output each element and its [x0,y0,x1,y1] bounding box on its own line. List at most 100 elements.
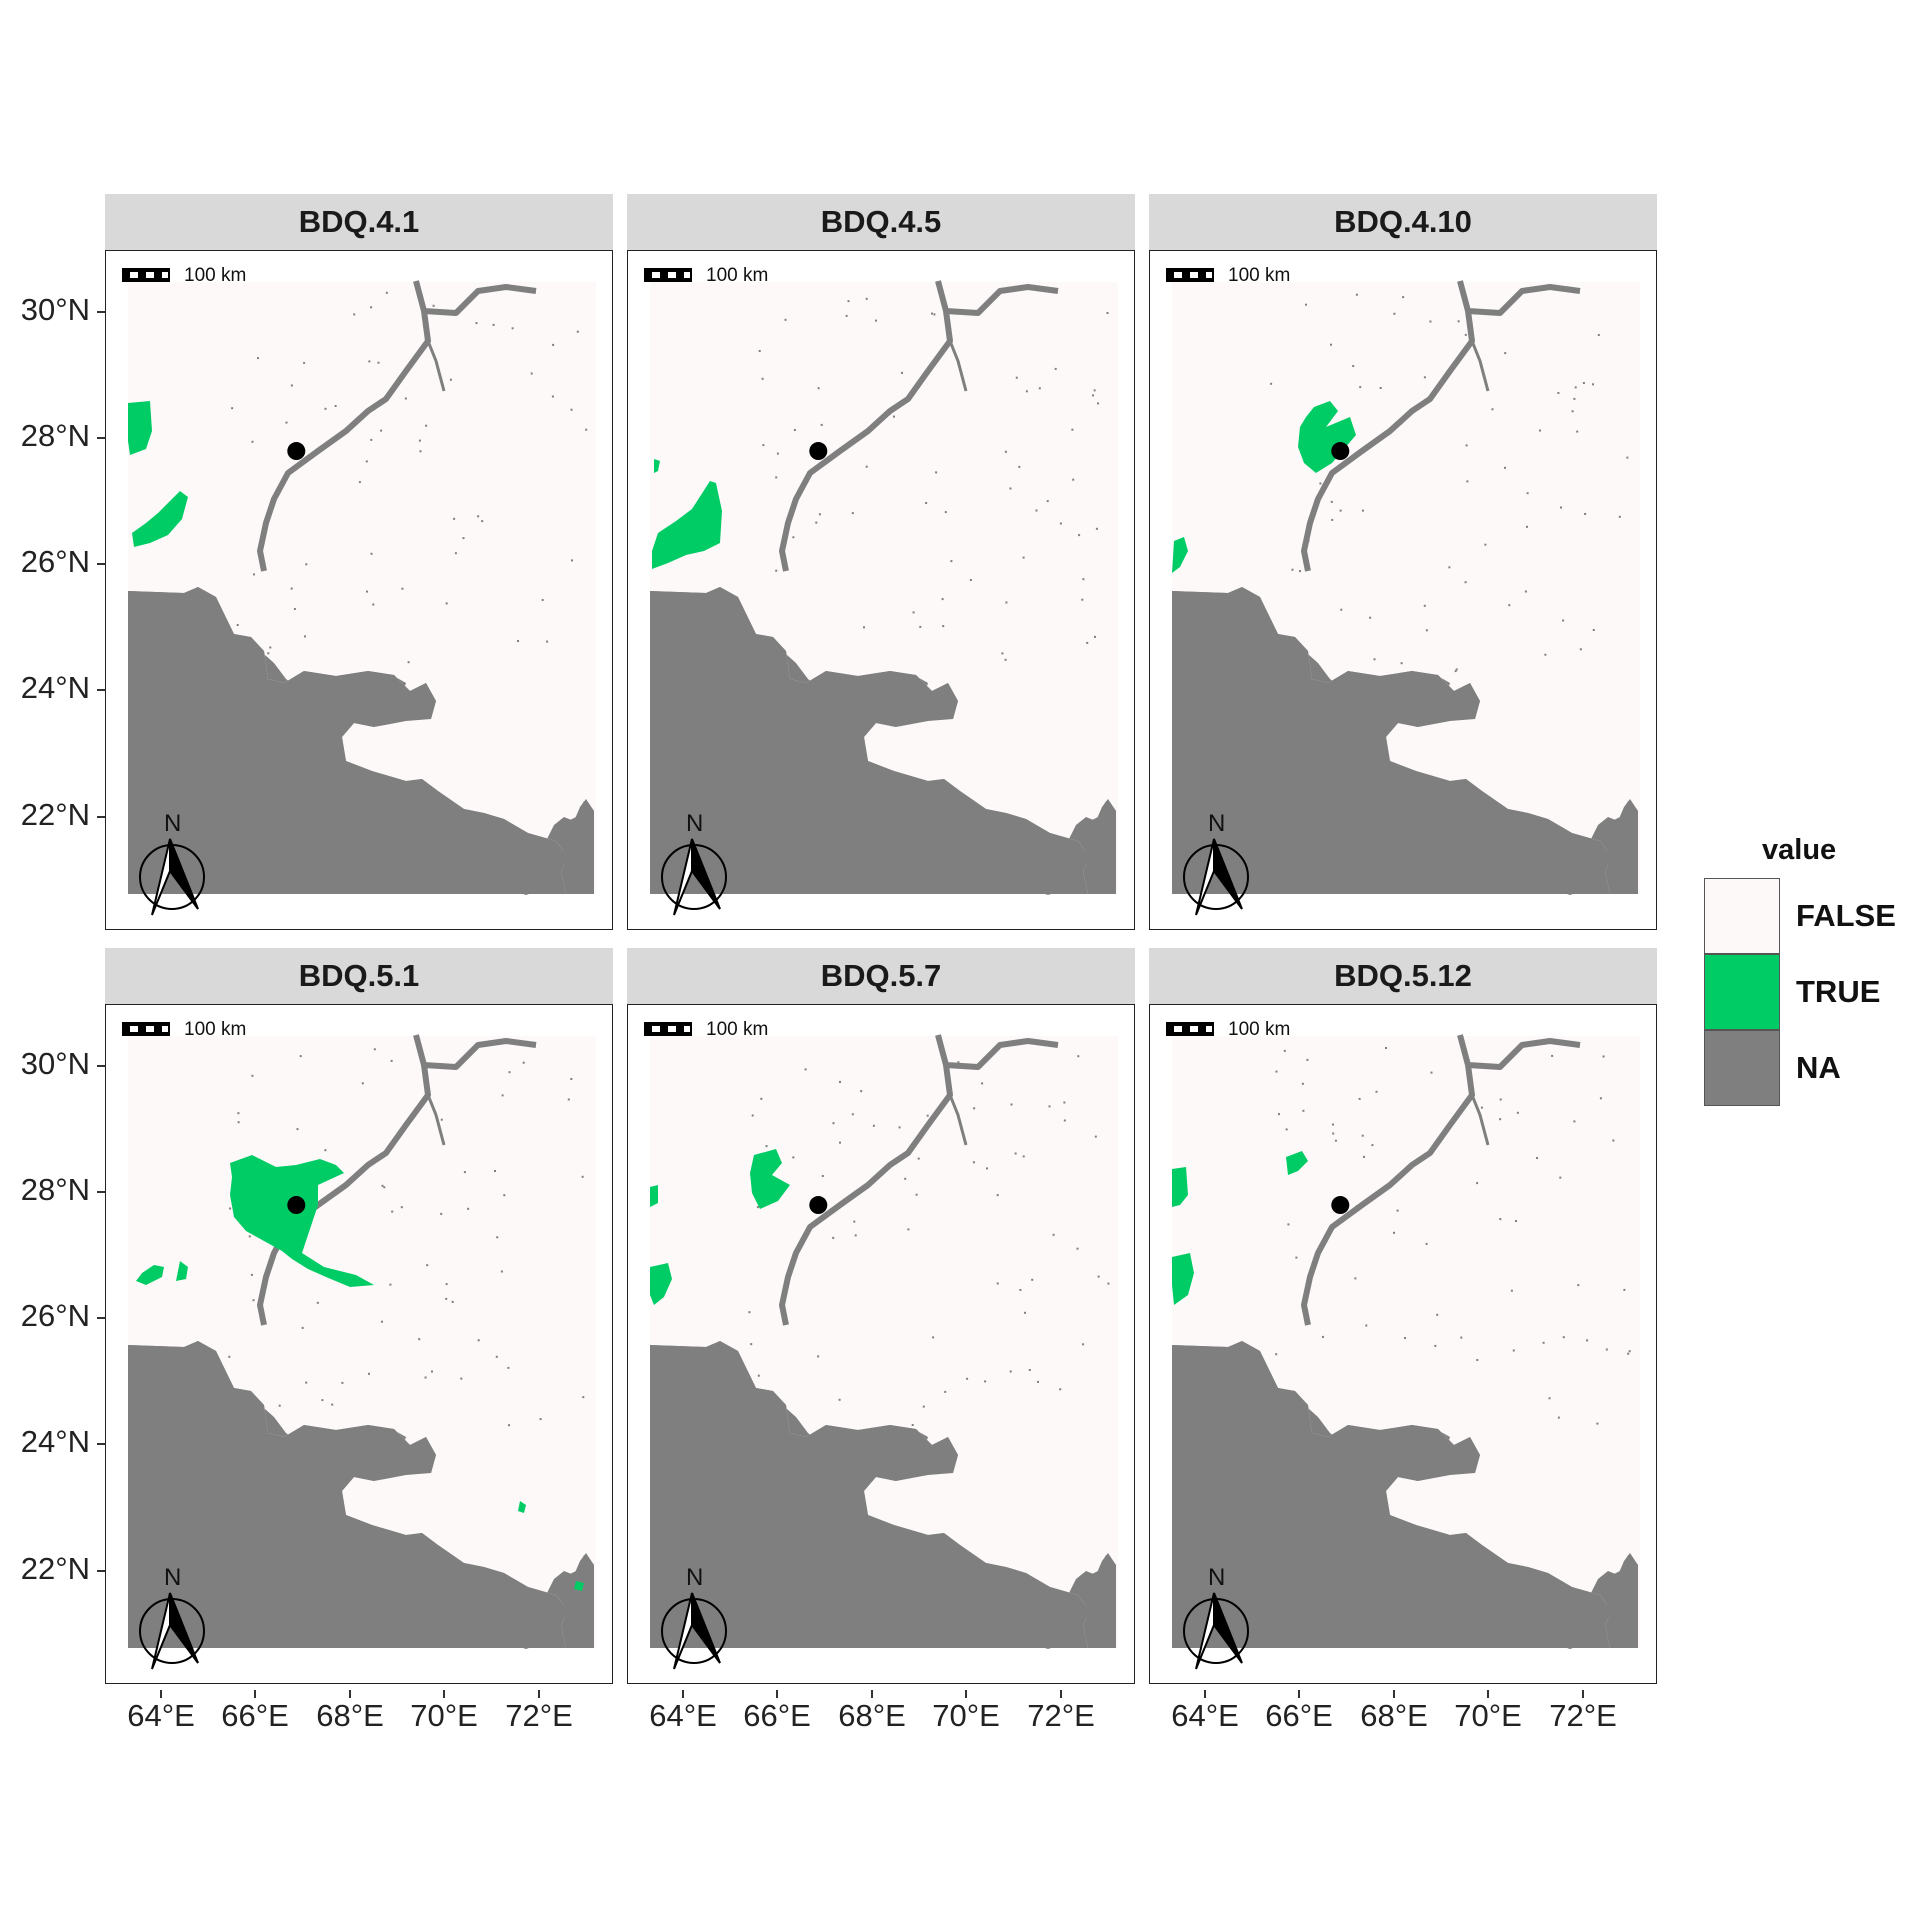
na-speck [1592,383,1594,386]
na-speck [1082,578,1085,581]
river-branch [948,340,968,392]
scale-bar-segment [162,272,168,278]
na-speck [1573,397,1576,400]
na-speck [784,318,787,321]
x-tick-label: 64°E [127,1698,195,1733]
na-speck [1037,1380,1039,1383]
land-false-area [650,282,1118,894]
na-speck [792,536,795,539]
na-speck [1400,662,1403,665]
na-speck [839,1141,841,1144]
map-svg: 100 km N [1150,1005,1656,1683]
na-speck [941,598,944,601]
na-speck [1362,509,1364,512]
y-tick [97,311,105,313]
na-speck [1508,604,1511,607]
kutch-peninsula [362,1473,451,1529]
na-speck [775,569,778,572]
na-speck [935,471,938,474]
river-branch [1470,1094,1490,1146]
north-arrow-right [691,1592,721,1664]
true-area [650,1263,672,1305]
na-speck [1081,598,1084,601]
na-speck [1602,1055,1605,1058]
na-speck [1052,1233,1055,1236]
na-speck [1464,333,1467,336]
na-speck [898,1126,901,1129]
na-speck [1028,1369,1031,1371]
na-speck [285,421,288,424]
north-arrow-icon: N [139,1564,205,1670]
na-speck [1352,365,1355,367]
x-tick-label: 68°E [838,1698,906,1733]
na-speck [1579,648,1582,651]
arabian-sea [128,1341,568,1648]
na-speck [1019,1289,1022,1291]
na-speck [1048,1105,1051,1108]
na-speck [1573,1120,1576,1123]
na-speck [1009,1370,1012,1373]
scale-bar-segment [668,272,676,278]
true-area [654,459,660,473]
na-speck [377,361,380,364]
facet-strip-title: BDQ.5.1 [105,948,613,1004]
na-speck [1014,1152,1017,1155]
na-speck [1628,1350,1631,1353]
na-speck [1059,522,1062,525]
y-tick [97,816,105,818]
land-false-area [1172,1036,1640,1648]
na-speck [304,635,306,638]
na-speck [522,1061,525,1064]
na-speck [944,1390,947,1393]
location-marker [809,1196,828,1215]
true-area [574,1581,584,1591]
na-speck [546,640,549,643]
na-speck [1597,334,1600,336]
east-na-area [562,801,594,894]
na-speck [431,1370,433,1373]
na-speck [1307,539,1310,542]
na-speck [1464,581,1467,584]
na-speck [821,1175,824,1177]
land-false-area [1172,282,1640,894]
y-tick-label: 26°N [20,544,90,579]
river-branch [1470,340,1490,392]
na-speck [1010,1103,1013,1106]
na-speck [1577,1284,1580,1287]
na-speck [1086,641,1089,644]
na-speck [1059,1388,1062,1391]
na-speck [539,1418,542,1421]
facet-strip-title: BDQ.4.5 [627,194,1135,250]
na-speck [762,444,765,447]
na-speck [944,511,947,514]
na-speck [418,1338,421,1341]
true-area [1172,1253,1194,1305]
na-speck [1025,390,1028,393]
y-tick [97,437,105,439]
na-speck [1430,1071,1433,1074]
legend-key-na [1704,1030,1780,1106]
na-speck [922,1405,925,1408]
x-tick-label: 64°E [1171,1698,1239,1733]
na-speck [1510,1289,1513,1292]
na-speck [750,1343,753,1346]
na-speck [1004,450,1007,453]
map-area: 100 km N [105,1004,613,1684]
na-speck [1559,1176,1562,1179]
x-tick [538,1690,540,1698]
legend-key-true [1704,954,1780,1030]
scale-bar-segment [1190,272,1198,278]
y-tick-label: 24°N [20,1424,90,1459]
x-tick-label: 72°E [1027,1698,1095,1733]
true-area [1286,1151,1308,1175]
na-speck [1542,1341,1545,1344]
na-speck [756,1206,759,1209]
na-speck [1454,670,1457,673]
na-speck [1425,1242,1428,1245]
scale-bar-segment [684,1026,690,1032]
na-speck [296,1128,299,1131]
north-label: N [686,1564,703,1591]
map-svg: 100 km N [106,251,612,929]
na-speck [1365,1324,1368,1327]
north-arrow-right [1213,838,1243,910]
